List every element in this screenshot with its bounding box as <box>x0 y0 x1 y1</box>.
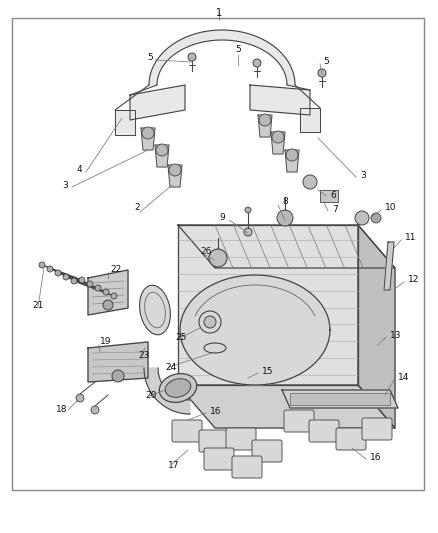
Text: 23: 23 <box>138 351 149 359</box>
Text: 20: 20 <box>145 391 156 400</box>
Circle shape <box>79 277 85 283</box>
Polygon shape <box>168 165 182 187</box>
Circle shape <box>39 262 45 268</box>
Circle shape <box>111 293 117 299</box>
Polygon shape <box>141 128 155 150</box>
Text: 12: 12 <box>408 276 419 285</box>
Text: 2: 2 <box>134 204 140 213</box>
Polygon shape <box>250 85 310 115</box>
Text: 26: 26 <box>200 247 212 256</box>
Polygon shape <box>115 110 135 135</box>
Polygon shape <box>258 115 272 137</box>
Text: 25: 25 <box>175 334 187 343</box>
Polygon shape <box>271 132 285 154</box>
Text: 16: 16 <box>370 454 381 463</box>
Circle shape <box>76 394 84 402</box>
FancyBboxPatch shape <box>252 440 282 462</box>
Ellipse shape <box>140 285 170 335</box>
Polygon shape <box>282 390 398 408</box>
Text: 7: 7 <box>332 206 338 214</box>
Text: 6: 6 <box>330 190 336 199</box>
Circle shape <box>303 175 317 189</box>
Circle shape <box>318 69 326 77</box>
Circle shape <box>277 210 293 226</box>
Polygon shape <box>130 85 185 120</box>
Text: 3: 3 <box>62 181 68 190</box>
Polygon shape <box>88 270 128 315</box>
Circle shape <box>156 144 168 156</box>
Ellipse shape <box>165 378 191 397</box>
Circle shape <box>55 270 61 276</box>
Circle shape <box>209 249 227 267</box>
FancyBboxPatch shape <box>172 420 202 442</box>
Polygon shape <box>358 225 395 428</box>
Text: 11: 11 <box>405 233 417 243</box>
Circle shape <box>142 127 154 139</box>
Text: 18: 18 <box>56 406 68 415</box>
Text: 13: 13 <box>390 330 402 340</box>
FancyBboxPatch shape <box>336 428 366 450</box>
Circle shape <box>91 406 99 414</box>
Circle shape <box>87 281 93 287</box>
Circle shape <box>272 131 284 143</box>
Circle shape <box>103 289 109 295</box>
Polygon shape <box>144 368 190 414</box>
Circle shape <box>259 114 271 126</box>
Text: 24: 24 <box>165 364 176 373</box>
Text: 3: 3 <box>360 171 366 180</box>
Text: 14: 14 <box>398 374 410 383</box>
Circle shape <box>371 213 381 223</box>
FancyBboxPatch shape <box>362 418 392 440</box>
Circle shape <box>355 211 369 225</box>
Bar <box>12 18 424 490</box>
Text: 22: 22 <box>110 265 121 274</box>
Circle shape <box>103 300 113 310</box>
Circle shape <box>244 228 252 236</box>
Circle shape <box>95 285 101 291</box>
Circle shape <box>253 59 261 67</box>
Text: 15: 15 <box>262 367 273 376</box>
Circle shape <box>204 316 216 328</box>
Bar <box>320 190 338 202</box>
Text: 16: 16 <box>210 408 222 416</box>
Text: 4: 4 <box>76 166 82 174</box>
Polygon shape <box>285 150 299 172</box>
Polygon shape <box>149 30 295 85</box>
FancyBboxPatch shape <box>284 410 314 432</box>
Text: 17: 17 <box>168 461 180 470</box>
Circle shape <box>71 278 77 284</box>
Polygon shape <box>178 385 395 428</box>
Circle shape <box>63 274 69 280</box>
Circle shape <box>112 370 124 382</box>
Text: 21: 21 <box>32 301 43 310</box>
Polygon shape <box>178 225 395 268</box>
Text: 5: 5 <box>147 53 153 62</box>
Polygon shape <box>88 342 148 382</box>
Polygon shape <box>384 242 394 290</box>
Text: 10: 10 <box>385 204 396 213</box>
Polygon shape <box>155 145 169 167</box>
Circle shape <box>169 164 181 176</box>
Circle shape <box>245 207 251 213</box>
Circle shape <box>286 149 298 161</box>
Text: 9: 9 <box>219 214 225 222</box>
Ellipse shape <box>159 374 197 402</box>
Polygon shape <box>178 225 358 385</box>
Text: 5: 5 <box>323 58 329 67</box>
Polygon shape <box>180 275 330 385</box>
Text: 8: 8 <box>282 198 288 206</box>
FancyBboxPatch shape <box>232 456 262 478</box>
Text: 1: 1 <box>216 8 222 18</box>
FancyBboxPatch shape <box>226 428 256 450</box>
Circle shape <box>188 53 196 61</box>
Circle shape <box>47 266 53 272</box>
Polygon shape <box>300 108 320 132</box>
FancyBboxPatch shape <box>204 448 234 470</box>
FancyBboxPatch shape <box>309 420 339 442</box>
Text: 19: 19 <box>100 337 112 346</box>
Bar <box>290 393 390 405</box>
FancyBboxPatch shape <box>199 430 229 452</box>
Text: 5: 5 <box>235 45 241 54</box>
